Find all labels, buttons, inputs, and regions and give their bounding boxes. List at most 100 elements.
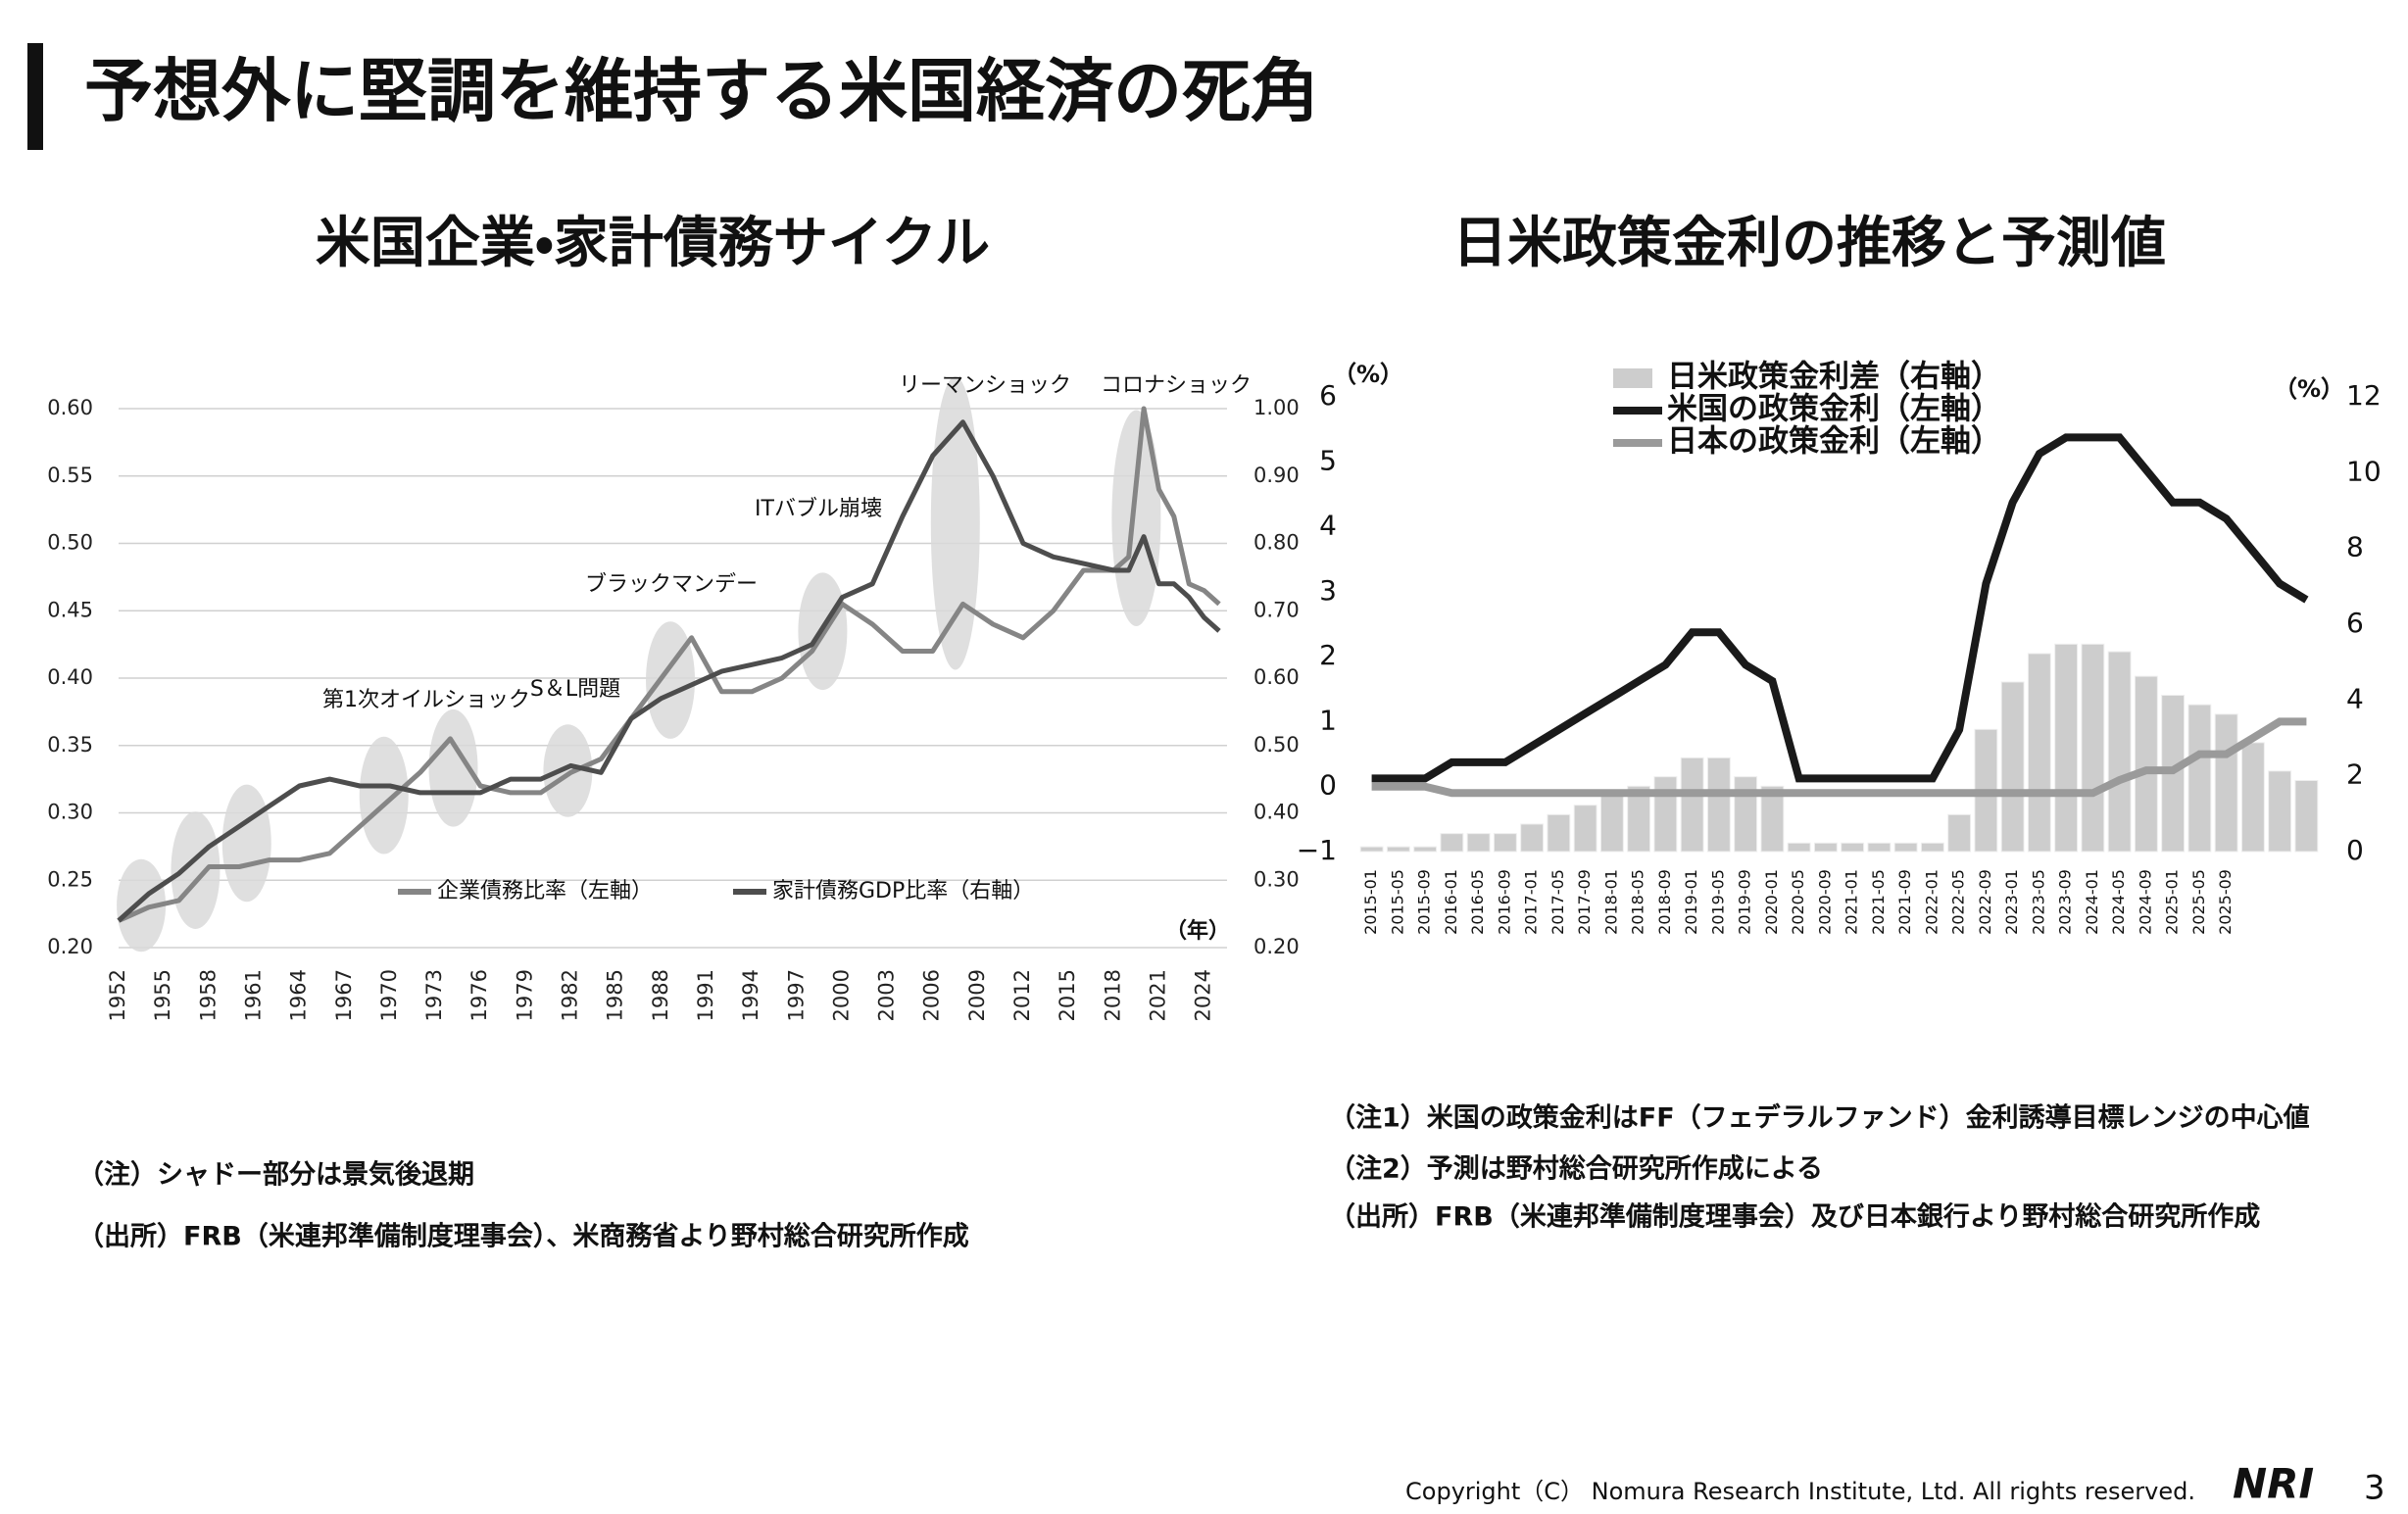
page-number: 3 <box>2364 1469 2385 1508</box>
note: （注）シャドー部分は景気後退期 <box>77 1159 474 1191</box>
bar <box>2081 643 2105 853</box>
bar <box>1547 813 1571 853</box>
y2-tick-label: 0.20 <box>1253 935 1300 958</box>
x-tick-label: 2006 <box>920 969 944 1021</box>
series-line <box>1371 433 2309 783</box>
chart-title: 日米政策金利の推移と予測値 <box>1452 212 2166 275</box>
x-tick-label: 2024-01 <box>2083 869 2101 935</box>
x-tick-label: 1952 <box>106 969 129 1021</box>
x-tick-label: 2025-09 <box>2216 869 2235 935</box>
x-tick-label: 1958 <box>196 969 220 1021</box>
annotation: S＆L問題 <box>530 677 620 702</box>
y2-tick-label: 8 <box>2346 531 2364 563</box>
annotation: コロナショック <box>1101 373 1252 398</box>
bar <box>1466 833 1491 853</box>
bar <box>1920 842 1944 853</box>
x-tick-label: 2025-05 <box>2189 869 2208 935</box>
x-tick-label: 2019-01 <box>1682 869 1700 935</box>
x-tick-label: 2015-01 <box>1361 869 1380 935</box>
y2-tick-label: 0.90 <box>1253 464 1300 487</box>
annotation: ブラックマンデー <box>585 572 758 597</box>
note: （注1）米国の政策金利はFF（フェデラルファンド）金利誘導目標レンジの中心値 <box>1329 1102 2310 1134</box>
x-tick-label: 2019-09 <box>1736 869 1754 935</box>
x-tick-label: 2016-05 <box>1468 869 1487 935</box>
bar <box>1734 776 1758 853</box>
bar <box>2000 681 2025 853</box>
bar <box>2268 770 2292 853</box>
bar <box>2054 643 2079 853</box>
x-tick-label: 2024 <box>1192 969 1215 1021</box>
x-tick-label: 2021-09 <box>1895 869 1914 935</box>
x-tick-label: 1970 <box>377 969 401 1021</box>
y-tick-label: 0.35 <box>47 733 93 757</box>
bar <box>2134 675 2158 853</box>
x-tick-label: 2018-01 <box>1601 869 1620 935</box>
y-tick-label: 0.50 <box>47 531 93 555</box>
y-tick-label: 3 <box>1319 574 1337 607</box>
bar <box>1599 795 1624 853</box>
y-tick-label: 0.60 <box>47 396 93 419</box>
bar <box>2187 704 2212 853</box>
x-tick-label: 1973 <box>422 969 446 1021</box>
y-axis-unit: （%） <box>1333 361 1403 388</box>
x-tick-label: 1961 <box>241 969 265 1021</box>
x-tick-label: 2021 <box>1146 969 1169 1021</box>
bar <box>1440 833 1464 853</box>
bar <box>2214 713 2238 853</box>
x-tick-label: 2023-05 <box>2029 869 2047 935</box>
x-tick-label: 2023-01 <box>2002 869 2021 935</box>
x-tick-label: 1955 <box>151 969 174 1021</box>
legend-label: 企業債務比率（左軸） <box>437 879 653 904</box>
x-tick-label: 1979 <box>513 969 536 1021</box>
y2-tick-label: 0 <box>2346 834 2364 866</box>
bar <box>1893 842 1918 853</box>
x-tick-label: 2024-09 <box>2136 869 2154 935</box>
x-tick-label: 1997 <box>784 969 808 1021</box>
chart-title: 米国企業・家計債務サイクル <box>316 212 990 275</box>
x-tick-label: 1976 <box>467 969 491 1021</box>
x-tick-label: 2020-01 <box>1762 869 1781 935</box>
y2-tick-label: 0.40 <box>1253 801 1300 824</box>
shaded-period <box>1111 410 1161 626</box>
x-tick-label: 2022-09 <box>1976 869 1994 935</box>
shaded-period <box>543 724 593 817</box>
y-tick-label: 0 <box>1319 769 1337 802</box>
x-tick-label: 2023-09 <box>2056 869 2075 935</box>
y2-tick-label: 2 <box>2346 758 2364 791</box>
bar <box>1867 842 1892 853</box>
bar <box>1813 842 1838 853</box>
annotation: ITバブル崩壊 <box>755 497 882 521</box>
bar <box>1413 846 1438 853</box>
x-tick-label: 2016-01 <box>1442 869 1460 935</box>
shaded-period <box>117 858 167 952</box>
y2-tick-label: 10 <box>2346 455 2382 487</box>
shaded-period <box>171 811 221 929</box>
bar <box>1760 785 1785 853</box>
x-tick-label: 2012 <box>1010 969 1034 1021</box>
legend-label: 米国の政策金利（左軸） <box>1667 392 2001 427</box>
bar <box>2294 780 2319 853</box>
y-tick-label: 1 <box>1319 704 1337 736</box>
x-tick-label: 2022-01 <box>1922 869 1941 935</box>
annotation: 第1次オイルショック <box>322 688 530 712</box>
note: （出所）FRB（米連邦準備制度理事会）、米商務省より野村総合研究所作成 <box>77 1221 969 1252</box>
y-tick-label: 0.40 <box>47 665 93 689</box>
x-tick-label: 2024-05 <box>2109 869 2128 935</box>
legend-label: 日米政策金利差（右軸） <box>1667 360 2001 395</box>
bar <box>1627 785 1651 853</box>
copyright: Copyright（C） Nomura Research Institute, … <box>1405 1478 2195 1505</box>
bar <box>1573 805 1597 853</box>
bar <box>1653 776 1678 853</box>
y2-tick-label: 4 <box>2346 682 2364 714</box>
legend-swatch <box>1613 368 1652 388</box>
y-tick-label: −1 <box>1297 834 1337 866</box>
bar <box>1386 846 1410 853</box>
x-axis-unit: （年） <box>1165 918 1230 944</box>
y2-tick-label: 1.00 <box>1253 396 1300 419</box>
bar <box>1787 842 1811 853</box>
x-tick-label: 2020-09 <box>1815 869 1834 935</box>
bar <box>1680 757 1704 853</box>
x-tick-label: 2019-05 <box>1708 869 1727 935</box>
x-tick-label: 1982 <box>559 969 582 1021</box>
series-line <box>117 419 1221 923</box>
